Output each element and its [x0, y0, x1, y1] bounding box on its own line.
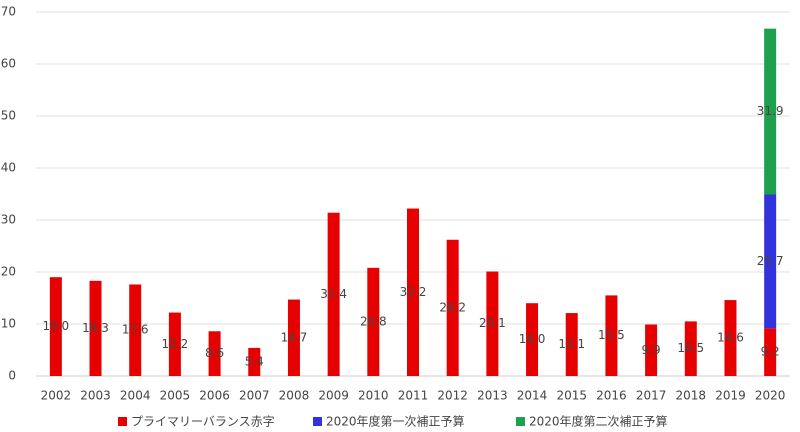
y-tick-label: 40 — [1, 161, 16, 175]
bar-segment — [724, 300, 737, 376]
bar-segment — [248, 347, 261, 376]
x-tick-label: 2007 — [239, 389, 270, 403]
bar-segment — [208, 331, 221, 376]
data-label: 5.4 — [245, 354, 264, 368]
x-tick-label: 2019 — [715, 389, 746, 403]
data-label: 31.4 — [320, 287, 347, 301]
bar-segment — [764, 28, 777, 195]
data-label: 9.9 — [642, 343, 661, 357]
data-label: 12.1 — [558, 337, 585, 351]
x-tick-label: 2018 — [676, 389, 707, 403]
x-tick-label: 2011 — [398, 389, 429, 403]
x-tick-label: 2016 — [596, 389, 627, 403]
bar-segment — [645, 324, 658, 376]
data-label: 20.8 — [360, 314, 387, 328]
bar-segment — [49, 277, 62, 376]
x-tick-label: 2012 — [437, 389, 468, 403]
data-label: 25.7 — [757, 254, 784, 268]
x-tick-label: 2004 — [120, 389, 151, 403]
bar-segment — [327, 212, 340, 376]
data-label: 15.5 — [598, 328, 625, 342]
data-label: 20.1 — [479, 316, 506, 330]
data-label: 10.5 — [677, 341, 704, 355]
bar-segment — [526, 303, 539, 376]
y-tick-label: 60 — [1, 57, 16, 71]
bar-segment — [565, 313, 578, 376]
x-tick-label: 2013 — [477, 389, 508, 403]
y-tick-label: 70 — [1, 5, 16, 19]
x-tick-label: 2005 — [160, 389, 191, 403]
bar-segment — [287, 299, 300, 376]
data-label: 9.2 — [761, 345, 780, 359]
legend-swatch — [313, 417, 322, 426]
x-tick-label: 2015 — [556, 389, 587, 403]
data-label: 18.3 — [82, 321, 109, 335]
y-tick-label: 20 — [1, 265, 16, 279]
x-tick-label: 2017 — [636, 389, 667, 403]
data-label: 19.0 — [42, 319, 69, 333]
bar-segment — [367, 267, 380, 376]
data-label: 8.6 — [205, 346, 224, 360]
bar-segment — [764, 328, 777, 376]
data-label: 14.6 — [717, 331, 744, 345]
bar-segment — [168, 312, 181, 376]
bar-segment — [89, 280, 102, 376]
x-tick-label: 2003 — [80, 389, 111, 403]
legend-swatch — [516, 417, 525, 426]
data-label: 26.2 — [439, 300, 466, 314]
bar-segment — [486, 271, 499, 376]
legend-swatch — [118, 417, 127, 426]
y-tick-label: 50 — [1, 109, 16, 123]
data-label: 14.7 — [281, 330, 308, 344]
data-label: 14.0 — [519, 332, 546, 346]
x-tick-label: 2006 — [199, 389, 230, 403]
x-tick-label: 2002 — [41, 389, 72, 403]
y-tick-label: 0 — [8, 369, 16, 383]
x-tick-label: 2008 — [279, 389, 310, 403]
bar-segment — [446, 239, 459, 376]
x-tick-label: 2010 — [358, 389, 389, 403]
bar-segment — [684, 321, 697, 376]
x-tick-label: 2014 — [517, 389, 548, 403]
data-label: 32.2 — [400, 285, 427, 299]
legend-label: 2020年度第二次補正予算 — [529, 414, 668, 429]
bar-segment — [605, 295, 618, 376]
x-tick-label: 2009 — [318, 389, 349, 403]
y-tick-label: 30 — [1, 213, 16, 227]
bar-segment — [129, 284, 142, 376]
data-label: 17.6 — [122, 323, 149, 337]
bar-segment — [407, 208, 419, 376]
y-tick-label: 10 — [1, 317, 16, 331]
x-tick-label: 2020 — [755, 389, 786, 403]
legend-label: プライマリーバランス赤字 — [131, 414, 275, 429]
data-label: 12.2 — [162, 337, 189, 351]
data-label: 31.9 — [757, 104, 784, 118]
legend-label: 2020年度第一次補正予算 — [326, 414, 465, 429]
bar-segment — [764, 194, 777, 329]
